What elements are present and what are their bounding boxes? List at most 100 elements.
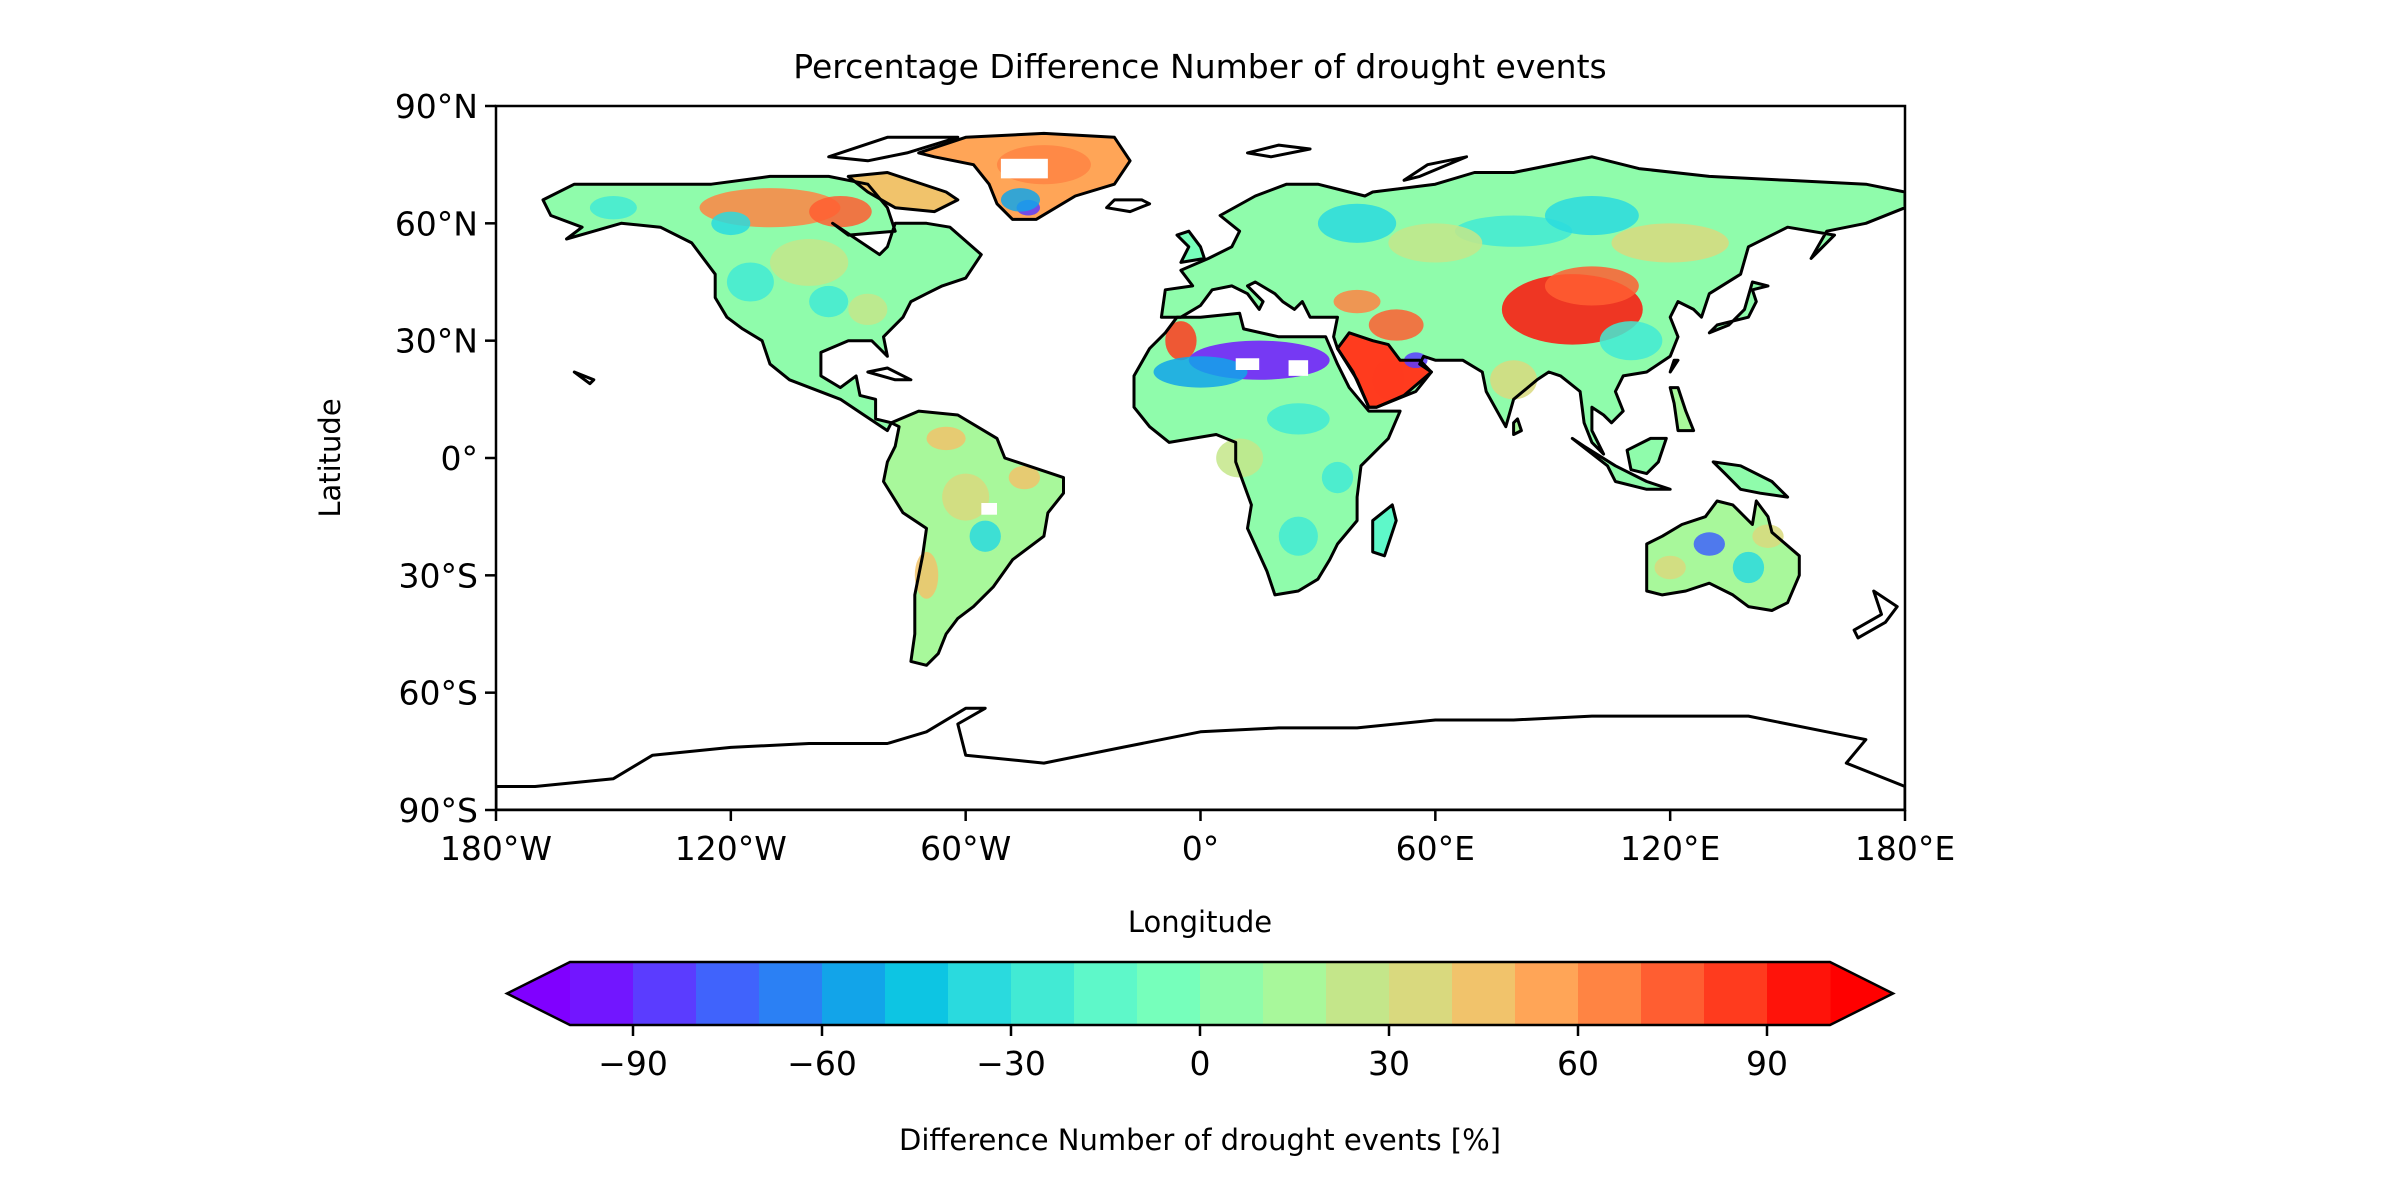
y-tick-label: 90°S	[399, 791, 478, 830]
coastline-africa	[1132, 311, 1402, 597]
chart-title: Percentage Difference Number of drought …	[793, 47, 1606, 86]
colorbar-bin	[759, 962, 823, 1025]
coastline-madagascar	[1371, 503, 1398, 558]
land-fill-baffin	[848, 172, 958, 212]
coastline-antarctica	[496, 706, 1905, 810]
anomaly-patch	[589, 195, 637, 220]
coastline-borneo	[1625, 436, 1668, 476]
anomaly-patch	[1165, 321, 1197, 361]
anomaly-patch	[1752, 524, 1784, 548]
no-data-cell	[1000, 158, 1048, 179]
colorbar-bin	[1389, 962, 1453, 1025]
anomaly-patch	[1599, 321, 1663, 361]
anomaly-patch	[1372, 360, 1405, 400]
anomaly-patch	[1544, 195, 1639, 236]
anomaly-patch	[969, 520, 1001, 552]
x-tick-label: 60°W	[920, 829, 1011, 868]
y-tick-label: 30°S	[399, 556, 478, 595]
colorbar-bin	[1200, 962, 1264, 1025]
x-tick-label: 180°W	[440, 829, 552, 868]
anomaly-patch	[926, 426, 966, 451]
anomaly-patch	[1388, 223, 1483, 263]
y-axis: 90°N 60°N 30°N 0° 30°S 60°S 90°S	[395, 87, 496, 830]
anomaly-patch	[1278, 516, 1318, 556]
land-fill-indonesia	[1572, 438, 1671, 490]
colorbar-tick-label: 30	[1368, 1044, 1410, 1083]
anomaly-patch	[1693, 532, 1725, 556]
anomaly-patch	[769, 238, 849, 286]
colorbar-over-extension	[1830, 962, 1893, 1025]
anomaly-patch	[1368, 309, 1424, 341]
coastline-novaya-zemlya	[1402, 155, 1469, 182]
anomaly-patch	[809, 195, 872, 228]
y-axis-label: Latitude	[313, 398, 347, 517]
coastline-uk	[1175, 229, 1206, 264]
x-tick-label: 0°	[1182, 829, 1220, 868]
no-data-cell	[1288, 360, 1309, 376]
y-tick-label: 30°N	[395, 322, 478, 361]
anomaly-patch	[1333, 289, 1381, 314]
coastline-cuba	[866, 366, 913, 382]
y-tick-label: 60°S	[399, 674, 478, 713]
coastline-hawaii	[572, 370, 596, 386]
x-tick-label: 120°E	[1620, 829, 1720, 868]
x-axis: 180°W 120°W 60°W 0° 60°E 120°E 180°E	[440, 810, 1955, 868]
colorbar-bin	[1137, 962, 1201, 1025]
anomaly-patch	[1000, 188, 1041, 212]
anomaly-patch	[942, 473, 990, 521]
colorbar-bin	[1452, 962, 1516, 1025]
colorbar-tick-label: 90	[1746, 1044, 1788, 1083]
anomaly-patch	[1544, 266, 1639, 306]
anomaly-patch	[1454, 215, 1573, 247]
colorbar-bin	[1263, 962, 1327, 1025]
coastline-philippines	[1668, 386, 1696, 433]
no-data-cell	[981, 502, 997, 515]
coastline-indonesia	[1570, 436, 1672, 491]
anomaly-patch	[1008, 465, 1041, 490]
colorbar-bin	[1011, 962, 1075, 1025]
coastline-north-america	[541, 174, 983, 433]
coastline-ellesmere	[827, 135, 960, 163]
x-tick-label: 180°E	[1855, 829, 1955, 868]
anomaly-patch	[1732, 551, 1765, 584]
land-fill-uk	[1177, 231, 1205, 263]
anomaly-patch	[1321, 461, 1354, 494]
colorbar-tick-label: 60	[1557, 1044, 1599, 1083]
x-axis-label: Longitude	[1128, 905, 1272, 939]
anomaly-patch	[1153, 356, 1248, 388]
anomaly-patch	[1611, 223, 1729, 263]
anomaly-patch	[1490, 360, 1538, 400]
colorbar-bin	[948, 962, 1012, 1025]
anomaly-patch	[1267, 403, 1330, 435]
y-tick-label: 90°N	[395, 87, 478, 126]
anomaly-patch	[1216, 438, 1264, 478]
coastline-australia	[1645, 499, 1801, 612]
colorbar-bin	[1074, 962, 1138, 1025]
y-tick-label: 60°N	[395, 204, 478, 243]
colorbar-outline	[504, 960, 1896, 1027]
colorbar-bin	[822, 962, 886, 1025]
colorbar-bin	[1326, 962, 1390, 1025]
no-data-cell	[1235, 358, 1260, 370]
anomaly-patch	[726, 262, 774, 302]
colorbar-bin	[885, 962, 949, 1025]
land-fill-borneo	[1627, 438, 1667, 474]
anomaly-patch	[711, 211, 751, 236]
coastline-greenland	[917, 131, 1132, 221]
coastline-eurasia	[1159, 155, 1905, 456]
colorbar-bin	[1578, 962, 1642, 1025]
colorbar-bin	[633, 962, 697, 1025]
colorbar-bin	[570, 962, 634, 1025]
colorbar-bin	[696, 962, 760, 1025]
coastline-sri-lanka	[1512, 417, 1523, 436]
coastline-south-america	[882, 409, 1065, 667]
colorbar-bin	[1641, 962, 1705, 1025]
coastline-svalbard	[1246, 143, 1312, 159]
land-fill-north-america	[543, 176, 982, 431]
colorbar-bin	[1515, 962, 1579, 1025]
coastline-japan	[1707, 280, 1770, 335]
colorbar-under-extension	[507, 962, 570, 1025]
coastline-taiwan	[1668, 358, 1680, 374]
colorbar-tick-label: 0	[1190, 1044, 1211, 1083]
